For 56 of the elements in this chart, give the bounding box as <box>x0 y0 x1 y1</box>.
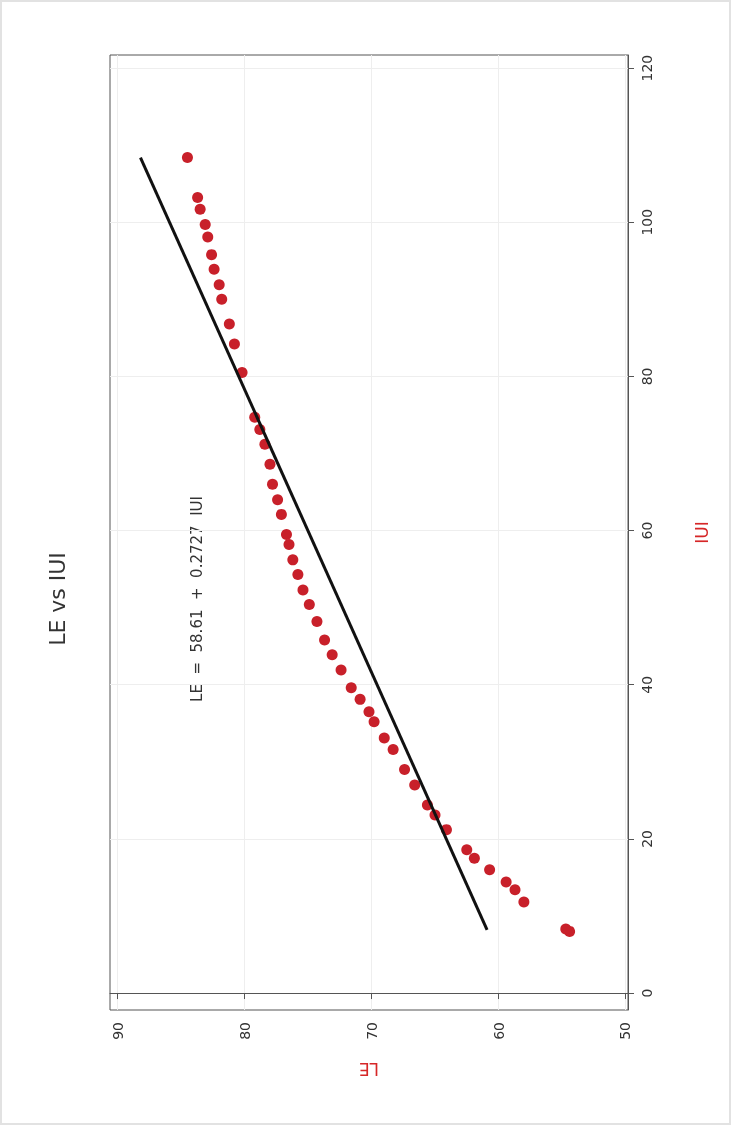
y-axis-title: IUI <box>691 521 712 544</box>
y-tick-label: 60 <box>639 521 655 540</box>
point <box>206 249 218 261</box>
text: LE vs IUI <box>44 552 70 646</box>
y-tick-label: 40 <box>639 675 655 694</box>
point <box>303 599 315 611</box>
point <box>194 203 206 215</box>
point <box>387 743 399 755</box>
point <box>368 716 380 728</box>
point <box>484 864 496 876</box>
point <box>216 293 228 305</box>
point <box>208 263 220 275</box>
point <box>345 682 357 694</box>
point <box>378 732 390 744</box>
point <box>326 649 338 661</box>
point <box>311 616 323 628</box>
x-tick-label: 60 <box>490 1022 507 1040</box>
point <box>202 231 214 243</box>
annotation: LE = 58.61 + 0.2727 IUI <box>188 496 206 702</box>
y-tick-label: 0 <box>639 988 655 998</box>
point <box>363 706 375 718</box>
point <box>275 508 287 520</box>
point <box>292 569 304 580</box>
point <box>272 494 284 506</box>
y-tick-label: 120 <box>639 54 655 82</box>
point <box>213 279 225 291</box>
point <box>223 318 235 330</box>
x-tick-label: 80 <box>236 1022 253 1040</box>
point <box>335 664 347 676</box>
point <box>228 338 240 350</box>
point <box>199 219 211 231</box>
point <box>264 458 276 470</box>
y-tick-label: 80 <box>639 367 655 386</box>
x-tick-label: 50 <box>617 1022 634 1040</box>
point <box>319 634 331 646</box>
y-tick-label: 100 <box>639 208 655 236</box>
point <box>280 528 292 540</box>
x-axis-title: LE <box>358 1058 380 1079</box>
point <box>468 852 480 864</box>
point <box>409 779 421 791</box>
y-tick-label: 20 <box>639 829 655 848</box>
point <box>399 764 411 776</box>
point <box>461 844 473 856</box>
point <box>500 876 512 888</box>
point <box>267 478 279 490</box>
point <box>509 884 521 896</box>
point <box>181 152 193 164</box>
point <box>297 584 309 596</box>
point <box>518 896 530 908</box>
point <box>560 923 572 935</box>
point <box>283 538 295 550</box>
point <box>287 554 299 566</box>
point <box>354 693 366 705</box>
x-tick-label: 70 <box>363 1022 380 1040</box>
point <box>192 192 204 204</box>
x-tick-label: 90 <box>109 1022 126 1040</box>
